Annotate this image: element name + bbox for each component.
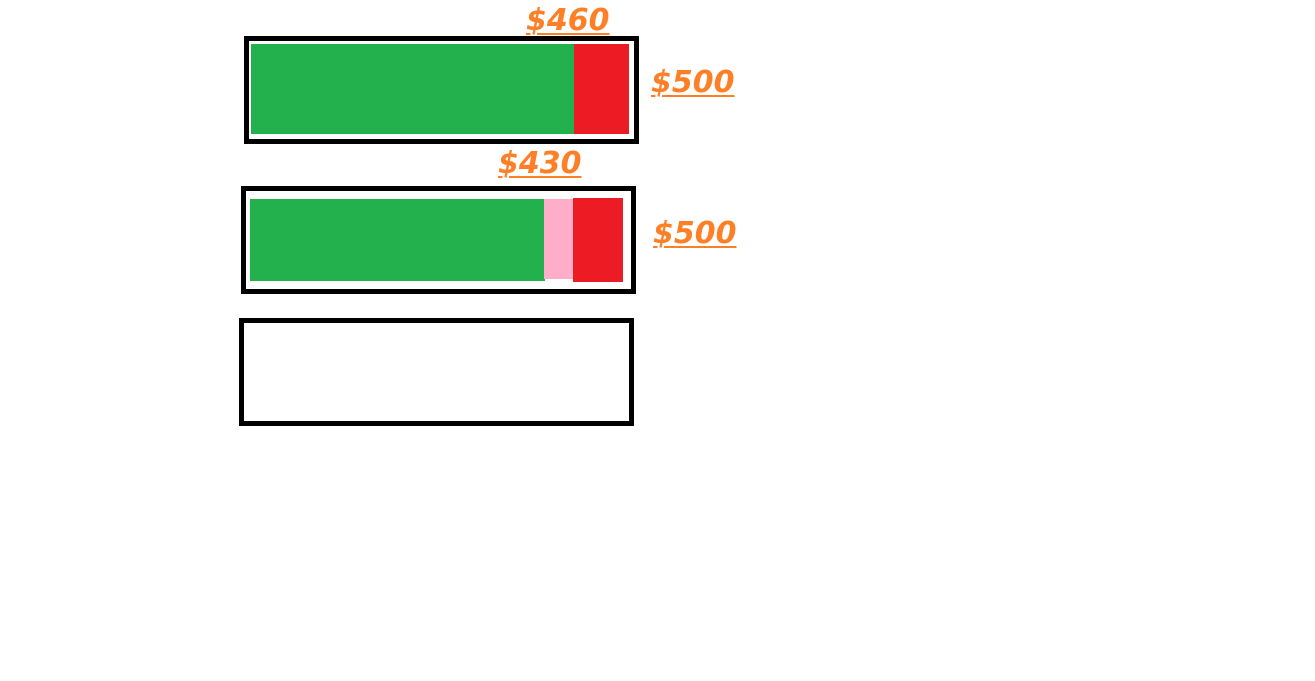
bar-frame-3 <box>239 318 634 426</box>
bar-2-pink-segment <box>544 199 577 279</box>
bar-1-green-segment <box>251 44 574 134</box>
bar-2-green-segment <box>250 199 545 281</box>
bar-1-total-label: $500 <box>651 65 735 100</box>
bar-1-red-segment <box>574 44 629 134</box>
bar-2-red-segment <box>573 198 623 282</box>
bar-2-total-label: $500 <box>653 216 737 251</box>
bar-1-marker-label: $460 <box>526 3 610 38</box>
bar-2-marker-label: $430 <box>498 146 582 181</box>
